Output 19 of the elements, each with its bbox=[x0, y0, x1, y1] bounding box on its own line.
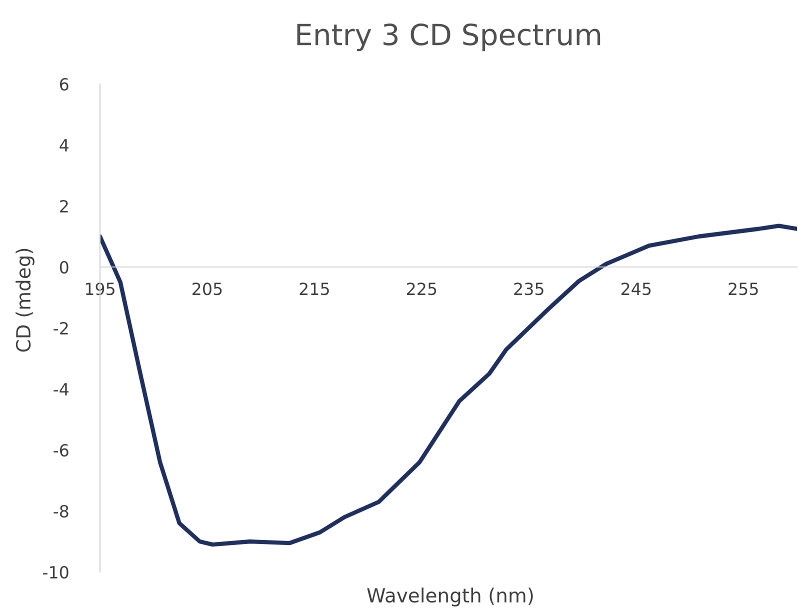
y-tick-label: 2 bbox=[60, 200, 68, 212]
x-tick-label: 205 bbox=[192, 282, 222, 296]
y-tick-label: -8 bbox=[54, 504, 68, 518]
y-tick-label: 0 bbox=[60, 260, 68, 274]
y-tick-label: -6 bbox=[54, 444, 68, 457]
x-tick-label: 255 bbox=[728, 282, 758, 296]
x-tick-label: 245 bbox=[621, 282, 651, 296]
x-tick-label: 225 bbox=[407, 282, 436, 296]
x-tick-label: 215 bbox=[300, 282, 329, 296]
y-tick-label: 6 bbox=[60, 78, 68, 91]
y-tick-label: -2 bbox=[54, 322, 68, 334]
x-axis-title: Wavelength (nm) bbox=[367, 588, 533, 606]
y-axis-title: CD (mdeg) bbox=[16, 248, 34, 352]
x-tick-label: 235 bbox=[514, 282, 544, 296]
y-tick-label: -10 bbox=[43, 566, 68, 579]
y-tick-label: -4 bbox=[54, 383, 69, 396]
x-tick-label: 195 bbox=[86, 282, 114, 296]
y-tick-label: 4 bbox=[60, 139, 69, 152]
chart-title: Entry 3 CD Spectrum bbox=[297, 23, 600, 52]
